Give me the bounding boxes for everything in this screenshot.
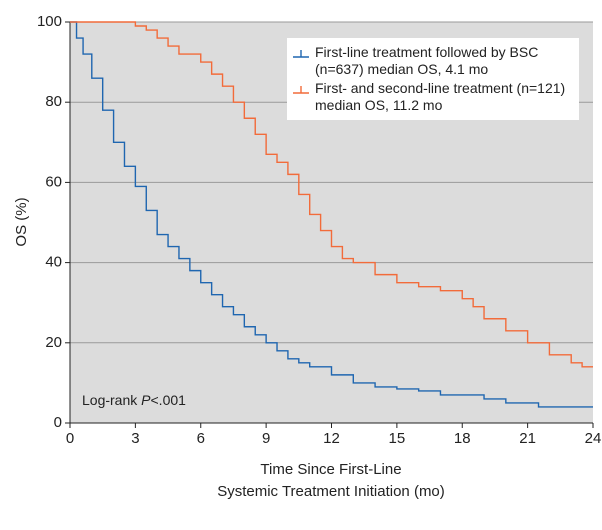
x-tick-label: 21 bbox=[519, 430, 536, 447]
legend-swatch-line bbox=[293, 50, 309, 58]
legend-entry: First-line treatment followed by BSC (n=… bbox=[293, 44, 573, 78]
y-tick-label: 20 bbox=[45, 334, 62, 351]
y-tick-label: 40 bbox=[45, 254, 62, 271]
survival-curve bbox=[70, 21, 593, 408]
x-tick-label: 6 bbox=[197, 430, 205, 447]
x-tick-label: 12 bbox=[323, 430, 340, 447]
annotation-text: Log-rank bbox=[82, 392, 138, 408]
x-tick-label: 3 bbox=[131, 430, 139, 447]
annotation-text: P bbox=[141, 392, 151, 408]
y-tick-label: 60 bbox=[45, 173, 62, 190]
y-axis-label: OS (%) bbox=[13, 197, 30, 246]
x-tick-label: 9 bbox=[262, 430, 270, 447]
x-tick-label: 0 bbox=[66, 430, 74, 447]
legend-swatch bbox=[293, 86, 309, 94]
x-tick-label: 24 bbox=[585, 430, 602, 447]
y-tick-label: 100 bbox=[37, 13, 62, 30]
legend-label: First- and second-line treatment (n=121)… bbox=[315, 80, 566, 113]
x-axis-label: Systemic Treatment Initiation (mo) bbox=[217, 483, 445, 500]
annotation-text: <.001 bbox=[150, 392, 186, 408]
x-tick-label: 18 bbox=[454, 430, 471, 447]
x-tick-label: 15 bbox=[389, 430, 406, 447]
y-tick-label: 0 bbox=[54, 414, 62, 431]
y-tick-label: 80 bbox=[45, 93, 62, 110]
annotation: Log-rank P<.001 bbox=[82, 392, 186, 408]
x-axis-label: Time Since First-Line bbox=[260, 461, 401, 478]
legend-entry: First- and second-line treatment (n=121)… bbox=[293, 80, 573, 114]
legend-label: First-line treatment followed by BSC (n=… bbox=[315, 44, 539, 77]
legend: First-line treatment followed by BSC (n=… bbox=[287, 38, 579, 120]
survival-curve bbox=[70, 21, 593, 368]
legend-swatch bbox=[293, 50, 309, 58]
legend-swatch-line bbox=[293, 86, 309, 94]
